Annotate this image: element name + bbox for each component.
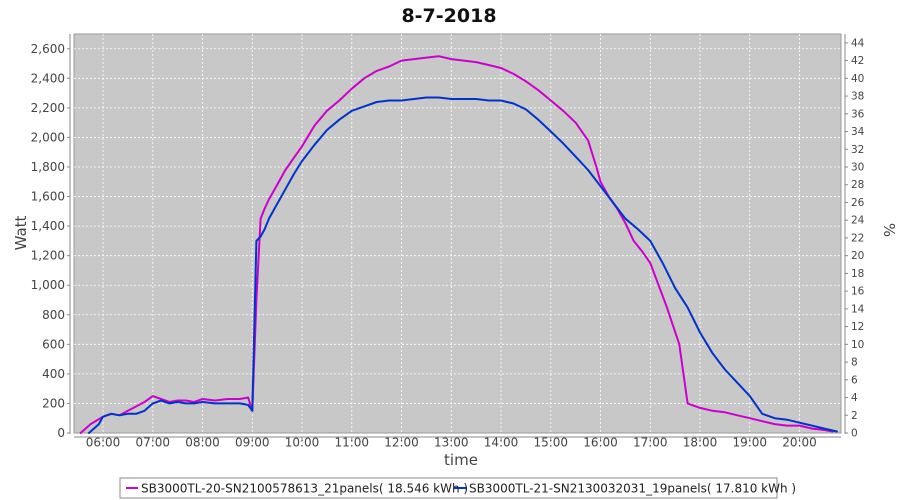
x-axis-title: time bbox=[444, 451, 478, 469]
x-tick-label: 19:00 bbox=[732, 436, 767, 450]
y-tick-label: 2,000 bbox=[31, 130, 65, 144]
y2-tick-label: 30 bbox=[851, 162, 864, 174]
y2-tick-label: 2 bbox=[851, 410, 858, 422]
y2-tick-label: 10 bbox=[851, 339, 864, 351]
y2-tick-label: 8 bbox=[851, 357, 858, 369]
x-tick-label: 13:00 bbox=[434, 436, 469, 450]
y2-tick-label: 0 bbox=[851, 428, 858, 440]
y-tick-label: 600 bbox=[42, 337, 65, 351]
x-tick-label: 11:00 bbox=[334, 436, 369, 450]
legend-box bbox=[119, 477, 778, 499]
y-tick-label: 1,000 bbox=[31, 278, 65, 292]
y2-tick-label: 12 bbox=[851, 321, 864, 333]
y2-tick-label: 24 bbox=[851, 215, 865, 227]
series-line-1 bbox=[79, 55, 834, 434]
y2-tick-label: 26 bbox=[851, 197, 865, 209]
y2-tick-label: 20 bbox=[851, 250, 864, 262]
y-tick-label: 200 bbox=[42, 396, 65, 410]
x-tick-label: 14:00 bbox=[484, 436, 519, 450]
y-tick-label: 2,600 bbox=[31, 42, 65, 56]
y-tick-label: 1,800 bbox=[31, 160, 65, 174]
y2-tick-label: 16 bbox=[851, 286, 865, 298]
x-tick-label: 10:00 bbox=[285, 436, 320, 450]
legend-label-1: SB3000TL-20-SN2100578613_21panels( 18.54… bbox=[141, 482, 468, 496]
y2-tick-label: 6 bbox=[851, 374, 858, 386]
y-axis-left: 0 200 400 600 800 1,000 1,200 1,400 1,600 1,800 2,… bbox=[31, 34, 71, 440]
plot-area bbox=[73, 33, 842, 434]
y-tick-label: 2,200 bbox=[31, 101, 65, 115]
x-axis: 06:00 07:00 08:00 09:00 10:00 11:00 12:00 13:00… bbox=[74, 436, 841, 450]
x-tick-label: 07:00 bbox=[135, 436, 170, 450]
y-tick-label: 400 bbox=[42, 367, 65, 381]
y-tick-label: 1,600 bbox=[31, 190, 65, 204]
y2-tick-label: 38 bbox=[851, 91, 864, 103]
y-tick-label: 0 bbox=[57, 426, 65, 440]
x-tick-label: 18:00 bbox=[683, 436, 718, 450]
y-tick-label: 2,400 bbox=[31, 71, 65, 85]
y-tick-label: 1,400 bbox=[31, 219, 65, 233]
x-tick-label: 06:00 bbox=[86, 436, 121, 450]
legend: SB3000TL-20-SN2100578613_21panels( 18.54… bbox=[119, 477, 796, 499]
y-tick-label: 800 bbox=[42, 308, 65, 322]
series-group bbox=[79, 55, 838, 434]
x-tick-label: 15:00 bbox=[533, 436, 568, 450]
y2-tick-label: 28 bbox=[851, 179, 864, 191]
x-tick-label: 20:00 bbox=[782, 436, 817, 450]
x-tick-label: 16:00 bbox=[583, 436, 618, 450]
series-line-2 bbox=[87, 96, 838, 434]
y2-tick-label: 32 bbox=[851, 144, 864, 156]
y2-tick-label: 34 bbox=[851, 126, 865, 138]
y2-tick-label: 4 bbox=[851, 392, 858, 404]
y2-tick-label: 44 bbox=[851, 37, 865, 49]
x-tick-label: 12:00 bbox=[384, 436, 419, 450]
y2-tick-label: 36 bbox=[851, 108, 865, 120]
y-axis-title: Watt bbox=[12, 215, 30, 250]
x-tick-label: 09:00 bbox=[235, 436, 270, 450]
y2-tick-label: 22 bbox=[851, 232, 864, 244]
legend-label-2: SB3000TL-21-SN2130032031_19panels( 17.81… bbox=[469, 482, 796, 496]
y2-tick-label: 18 bbox=[851, 268, 864, 280]
chart-title: 8-7-2018 bbox=[401, 5, 496, 27]
y2-tick-label: 14 bbox=[851, 303, 865, 315]
y-tick-label: 1,200 bbox=[31, 249, 65, 263]
grid bbox=[74, 34, 841, 433]
y2-axis-title: % bbox=[880, 223, 898, 237]
x-tick-label: 08:00 bbox=[185, 436, 220, 450]
y-axis-right: 0246810121416182022242628303234363840424… bbox=[844, 34, 865, 440]
x-tick-label: 17:00 bbox=[633, 436, 668, 450]
y2-tick-label: 42 bbox=[851, 55, 864, 67]
y2-tick-label: 40 bbox=[851, 73, 864, 85]
